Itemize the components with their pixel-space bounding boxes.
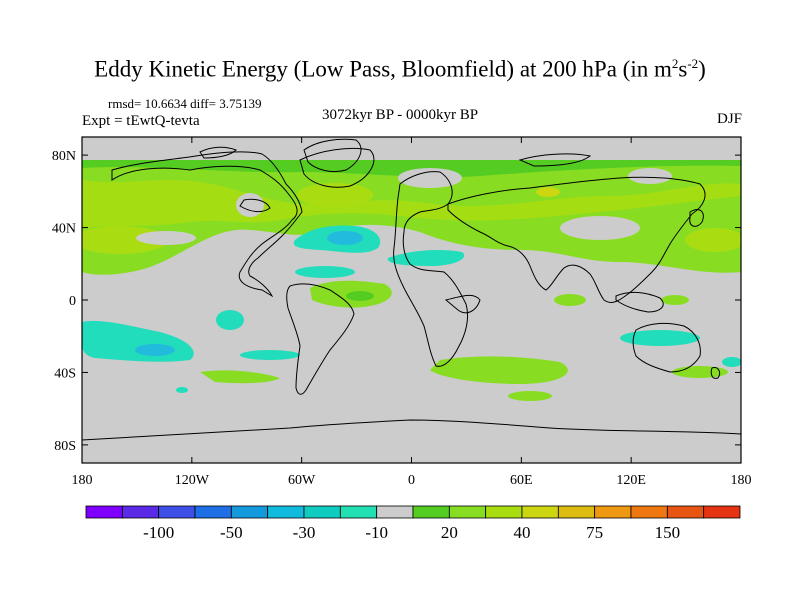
coastlines	[82, 138, 741, 441]
season-label: DJF	[716, 111, 742, 127]
lon-tick-label: 120W	[175, 473, 210, 488]
lon-tick-label: 120E	[616, 473, 646, 488]
colorbar-swatch	[485, 505, 523, 519]
colorbar-swatch	[303, 505, 341, 519]
colorbar-label: 150	[655, 523, 681, 542]
lon-tick-label: 60E	[510, 473, 533, 488]
colorbar-swatch	[630, 505, 668, 519]
colorbar-label: -100	[143, 523, 174, 542]
lat-tick-label: 80S	[54, 439, 76, 454]
anomaly-fill	[82, 160, 741, 401]
lon-tick-label: 180	[72, 473, 93, 488]
colorbar-swatch	[230, 505, 269, 519]
stats-label: rmsd= 10.6634 diff= 3.75139	[108, 96, 262, 111]
colorbar-swatch	[267, 505, 305, 519]
latitude-axis: 80N 40N 0 40S 80S	[52, 149, 741, 454]
colorbar-swatch	[521, 505, 559, 519]
colorbar-labels: -100 -50 -30 -10 20 40 75 150	[143, 523, 680, 542]
colorbar-swatch	[194, 505, 232, 519]
colorbar-swatch	[121, 505, 160, 519]
lat-tick-label: 0	[69, 294, 76, 309]
longitude-axis: 180 120W 60W 0 60E 120E 180	[72, 137, 752, 488]
colorbar-swatch	[412, 505, 450, 519]
figure-title: Eddy Kinetic Energy (Low Pass, Bloomfiel…	[94, 56, 706, 82]
lat-tick-label: 80N	[52, 149, 76, 164]
lat-tick-label: 40N	[52, 222, 76, 237]
colorbar-label: 75	[586, 523, 603, 542]
colorbar	[85, 505, 741, 519]
colorbar-swatch	[666, 505, 705, 519]
colorbar-swatch	[158, 505, 196, 519]
lon-tick-label: 0	[408, 473, 415, 488]
colorbar-swatch	[703, 505, 741, 519]
colorbar-label: -50	[220, 523, 243, 542]
colorbar-swatch	[376, 505, 414, 519]
colorbar-label: -30	[293, 523, 316, 542]
experiment-label: Expt = tEwtQ-tevta	[82, 113, 200, 129]
colorbar-swatch	[339, 505, 378, 519]
lon-tick-label: 180	[731, 473, 752, 488]
period-label: 3072kyr BP - 0000kyr BP	[321, 107, 479, 123]
colorbar-swatch	[594, 505, 632, 519]
colorbar-swatch	[85, 505, 123, 519]
lat-tick-label: 40S	[54, 366, 76, 381]
lon-tick-label: 60W	[288, 473, 316, 488]
colorbar-label: 40	[514, 523, 531, 542]
map-body	[82, 137, 741, 463]
colorbar-label: -10	[365, 523, 388, 542]
colorbar-swatch	[557, 505, 596, 519]
colorbar-swatch	[448, 505, 487, 519]
colorbar-label: 20	[441, 523, 458, 542]
